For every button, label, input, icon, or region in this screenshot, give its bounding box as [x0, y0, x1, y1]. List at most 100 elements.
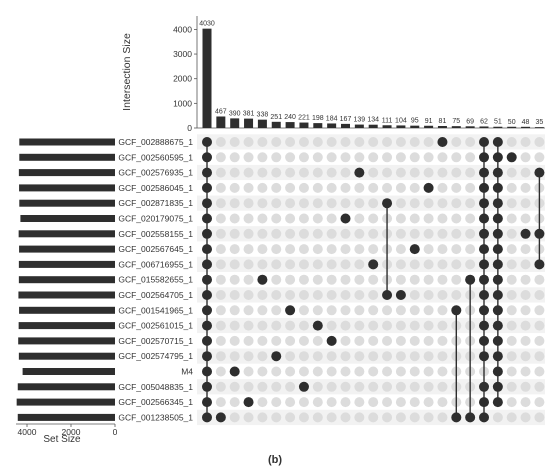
- matrix-dot-inactive: [326, 366, 337, 377]
- matrix-dot-active: [202, 290, 212, 300]
- matrix-dot-inactive: [215, 366, 226, 377]
- figure-label: (b): [268, 454, 282, 466]
- matrix-dot-inactive: [257, 182, 268, 193]
- matrix-dot-inactive: [354, 397, 365, 408]
- matrix-dot-inactive: [465, 228, 476, 239]
- matrix-dot-active: [451, 412, 462, 423]
- matrix-dot-inactive: [271, 182, 282, 193]
- intersection-bar: [493, 126, 503, 128]
- intersection-bar: [244, 118, 254, 128]
- matrix-dot-active: [451, 305, 462, 316]
- matrix-dot-inactive: [395, 244, 406, 255]
- matrix-dot-inactive: [326, 320, 337, 331]
- matrix-dot-inactive: [340, 274, 351, 285]
- matrix-dot-inactive: [312, 198, 323, 209]
- matrix-dot-inactive: [229, 320, 240, 331]
- matrix-dot-inactive: [229, 182, 240, 193]
- matrix-dot-active: [479, 412, 489, 423]
- matrix-dot-inactive: [395, 305, 406, 316]
- matrix-dot-inactive: [229, 274, 240, 285]
- matrix-dot-inactive: [409, 290, 420, 300]
- matrix-dot-inactive: [243, 137, 254, 147]
- matrix-dot-active: [492, 182, 503, 193]
- matrix-dot-inactive: [312, 305, 323, 316]
- matrix-dot-inactive: [271, 320, 282, 331]
- matrix-dot-inactive: [437, 198, 448, 209]
- matrix-dot-active: [479, 351, 489, 362]
- matrix-dot-inactive: [451, 228, 462, 239]
- matrix-dot-active: [298, 381, 309, 392]
- intersection-bar-label: 104: [395, 117, 407, 124]
- intersection-bar: [202, 28, 212, 128]
- matrix-dot-inactive: [382, 182, 393, 193]
- matrix-dot-inactive: [326, 305, 337, 316]
- matrix-dot-inactive: [382, 167, 393, 178]
- matrix-dot-inactive: [326, 228, 337, 239]
- matrix-dot-inactive: [520, 351, 531, 362]
- matrix-dot-inactive: [423, 259, 434, 270]
- matrix-dot-inactive: [465, 244, 476, 255]
- intersection-bar: [437, 126, 447, 128]
- set-name-label: GCF_020179075_1: [118, 214, 193, 224]
- matrix-dot-inactive: [271, 152, 282, 163]
- matrix-dot-inactive: [354, 182, 365, 193]
- matrix-dot-inactive: [520, 137, 531, 147]
- matrix-dot-active: [479, 397, 489, 408]
- intersection-axis-tick-label: 0: [187, 123, 192, 133]
- matrix-dot-inactive: [354, 335, 365, 346]
- intersection-bar: [396, 125, 406, 128]
- matrix-dot-inactive: [285, 351, 296, 362]
- matrix-dot-active: [202, 366, 212, 377]
- matrix-dot-active: [492, 198, 503, 209]
- matrix-dot-inactive: [243, 351, 254, 362]
- intersection-bar: [507, 126, 517, 128]
- matrix-dot-inactive: [382, 366, 393, 377]
- matrix-dot-inactive: [354, 228, 365, 239]
- matrix-dot-inactive: [312, 351, 323, 362]
- matrix-dot-inactive: [229, 198, 240, 209]
- set-name-label: M4: [181, 367, 193, 377]
- matrix-dot-inactive: [368, 412, 379, 423]
- matrix-dot-inactive: [215, 244, 226, 255]
- matrix-dot-inactive: [368, 274, 379, 285]
- set-size-bar: [18, 276, 115, 284]
- matrix-dot-inactive: [409, 228, 420, 239]
- matrix-dot-inactive: [423, 198, 434, 209]
- matrix-dot-inactive: [243, 198, 254, 209]
- matrix-dot-active: [202, 152, 212, 163]
- matrix-dot-inactive: [243, 167, 254, 178]
- set-name-label: GCF_002871835_1: [118, 198, 193, 208]
- intersection-bar-label: 4030: [199, 21, 215, 28]
- matrix-dot-inactive: [326, 152, 337, 163]
- matrix-dot-inactive: [340, 397, 351, 408]
- matrix-dot-active: [229, 366, 240, 377]
- matrix-dot-inactive: [395, 259, 406, 270]
- matrix-dot-inactive: [271, 198, 282, 209]
- matrix-dot-inactive: [257, 213, 268, 224]
- matrix-dot-inactive: [312, 335, 323, 346]
- matrix-dot-inactive: [423, 305, 434, 316]
- matrix-dot-inactive: [368, 152, 379, 163]
- matrix-dot-inactive: [354, 244, 365, 255]
- matrix-dot-inactive: [409, 412, 420, 423]
- matrix-dot-active: [479, 167, 489, 178]
- matrix-dot-active: [492, 305, 503, 316]
- intersection-bar: [271, 121, 281, 128]
- matrix-dot-inactive: [257, 259, 268, 270]
- matrix-dot-inactive: [368, 351, 379, 362]
- matrix-dot-active: [202, 412, 212, 423]
- matrix-dot-inactive: [382, 152, 393, 163]
- set-size-axis-tick-label: 0: [113, 427, 118, 437]
- set-name-label: GCF_002567645_1: [118, 244, 193, 254]
- matrix-dot-inactive: [298, 320, 309, 331]
- matrix-dot-inactive: [368, 320, 379, 331]
- matrix-dot-inactive: [229, 213, 240, 224]
- intersection-bar-label: 81: [439, 118, 447, 125]
- matrix-dot-inactive: [215, 320, 226, 331]
- matrix-dot-inactive: [520, 412, 531, 423]
- matrix-dot-inactive: [215, 167, 226, 178]
- matrix-dot-inactive: [285, 137, 296, 147]
- intersection-bar-label: 184: [326, 115, 338, 122]
- matrix-dot-inactive: [243, 381, 254, 392]
- matrix-dot-inactive: [409, 213, 420, 224]
